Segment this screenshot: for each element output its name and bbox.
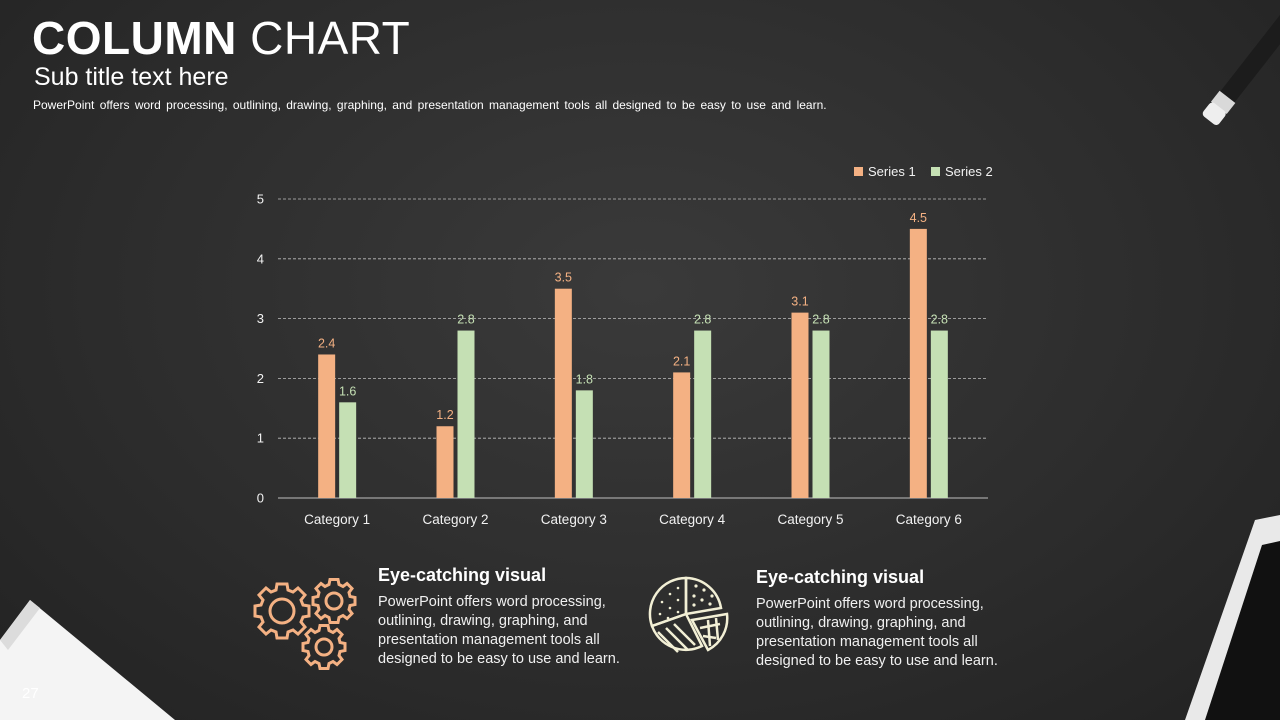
title-bold: COLUMN — [32, 12, 237, 64]
slide-title: COLUMN CHART — [32, 12, 410, 64]
column-chart: 0 1 2 3 4 5 Category 1 2.4 1.6 Category 2 1.2 2.8 Ca… — [257, 164, 993, 527]
x-tick-label: Category 3 — [541, 512, 607, 527]
data-label: 1.6 — [339, 384, 356, 398]
bar-series2 — [930, 330, 948, 498]
bar-series2 — [457, 330, 475, 498]
data-label: 1.2 — [436, 408, 453, 422]
feature-card-2: Eye-catching visual PowerPoint offers wo… — [756, 565, 1036, 671]
data-label: 2.8 — [457, 313, 474, 327]
bar-series1 — [436, 426, 454, 498]
feature-heading-1: Eye-catching visual — [378, 565, 547, 585]
slide-subtitle: Sub title text here — [34, 63, 229, 91]
phone-decoration — [1185, 515, 1280, 720]
legend-label: Series 1 — [868, 164, 916, 179]
data-label: 2.8 — [812, 313, 829, 327]
y-tick-label: 4 — [257, 251, 264, 266]
page-number: 27 — [22, 685, 39, 702]
legend-swatch — [854, 167, 863, 176]
bar-series2 — [694, 330, 712, 498]
data-label: 4.5 — [910, 211, 927, 225]
data-label: 3.5 — [555, 271, 572, 285]
x-tick-label: Category 4 — [659, 512, 726, 527]
bar-series1 — [554, 288, 572, 498]
feature-body-2: PowerPoint offers word processing, outli… — [756, 596, 998, 669]
data-label: 2.1 — [673, 354, 690, 368]
notebook-decoration — [0, 600, 175, 720]
x-tick-label: Category 2 — [422, 512, 488, 527]
x-tick-label: Category 1 — [304, 512, 370, 527]
bar-series1 — [791, 312, 809, 498]
feature-body-1: PowerPoint offers word processing, outli… — [378, 594, 620, 667]
slide-description: PowerPoint offers word processing, outli… — [33, 98, 827, 112]
feature-heading-2: Eye-catching visual — [756, 567, 925, 587]
y-tick-label: 1 — [257, 431, 264, 446]
gears-icon — [253, 578, 357, 670]
bar-series2 — [812, 330, 830, 498]
bar-series2 — [339, 402, 357, 498]
x-tick-label: Category 6 — [896, 512, 962, 527]
legend-label: Series 2 — [945, 164, 993, 179]
legend-swatch — [931, 167, 940, 176]
title-light: CHART — [250, 12, 411, 64]
data-label: 2.4 — [318, 336, 335, 350]
x-tick-label: Category 5 — [777, 512, 843, 527]
bar-series1 — [673, 372, 691, 498]
data-label: 1.8 — [576, 372, 593, 386]
bar-series1 — [909, 228, 927, 498]
y-tick-label: 0 — [257, 491, 264, 506]
feature-card-1: Eye-catching visual PowerPoint offers wo… — [378, 563, 658, 669]
data-label: 2.8 — [931, 313, 948, 327]
y-tick-label: 2 — [257, 371, 264, 386]
data-label: 2.8 — [694, 313, 711, 327]
bar-series2 — [575, 390, 593, 498]
data-label: 3.1 — [791, 295, 808, 309]
y-tick-label: 3 — [257, 311, 264, 326]
bar-series1 — [318, 354, 336, 498]
y-tick-label: 5 — [257, 192, 264, 207]
pie-chart-icon — [648, 576, 729, 653]
